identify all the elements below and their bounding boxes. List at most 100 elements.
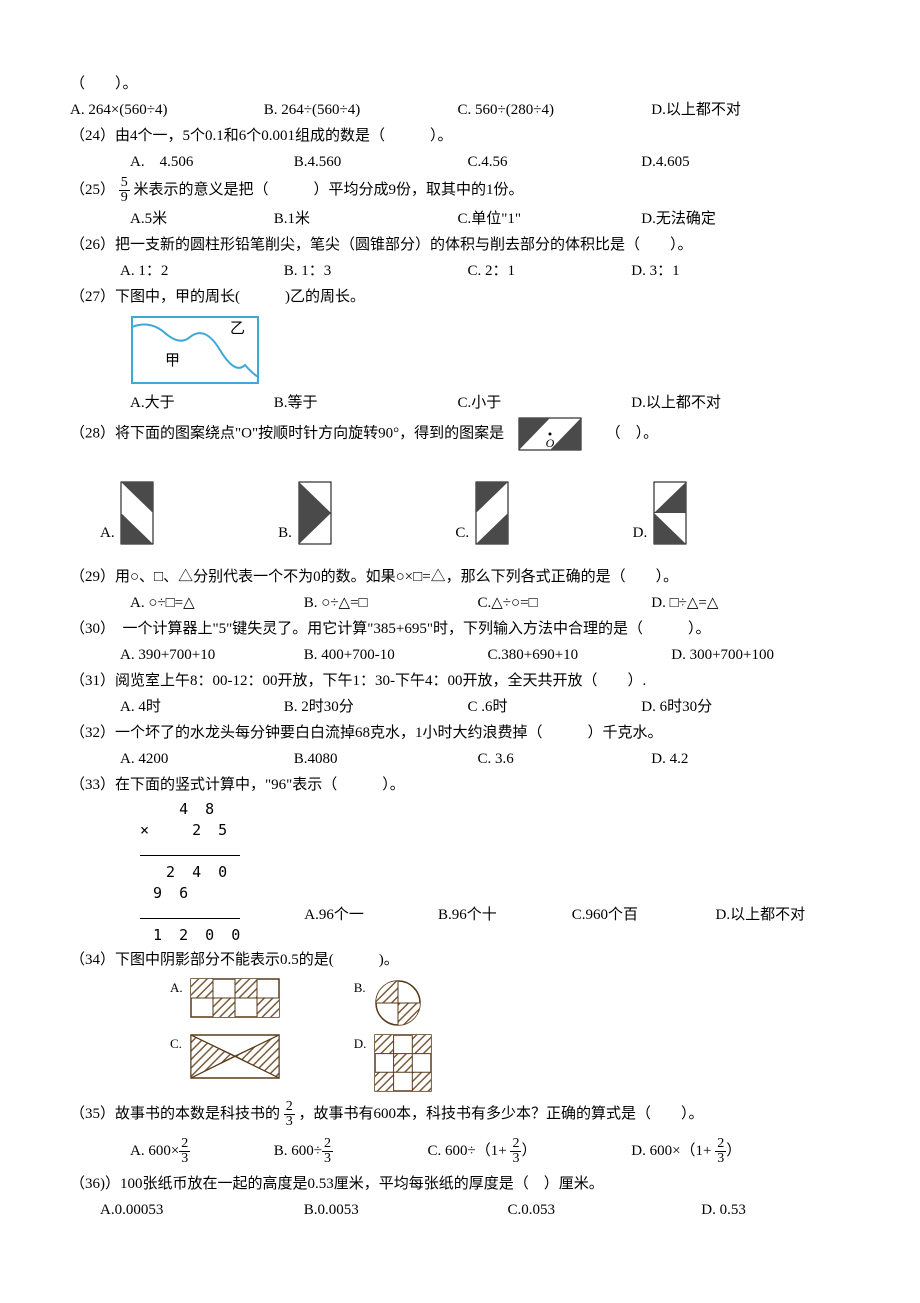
q29-opt-c: C.△÷○=□ — [478, 591, 648, 615]
q35-opt-d: D. 600×（1+ 23） — [631, 1137, 741, 1166]
q33-opt-a: A.96个一 — [304, 905, 434, 926]
q23-opt-c: C. 560÷(280÷4) — [458, 98, 648, 122]
q28-blank: （ ）。 — [606, 425, 659, 441]
q26-options: A. 1：2 B. 1：3 C. 2：1 D. 3：1 — [120, 259, 885, 283]
q35-opt-b: B. 600÷23 — [274, 1137, 424, 1166]
q34-opt-b-label: B. — [354, 980, 366, 995]
q25-opt-d: D.无法确定 — [641, 207, 716, 231]
q35-opt-c-suffix: ） — [521, 1143, 536, 1159]
q30-opt-b: B. 400+700-10 — [304, 643, 484, 667]
q28-original-icon: O — [518, 417, 582, 451]
q33-options: A.96个一 B.96个十 C.960个百 D.以上都不对 — [304, 905, 805, 926]
q32-opt-b: B.4080 — [294, 747, 474, 771]
q33-row2: × 2 5 — [140, 820, 885, 841]
q32-opt-a: A. 4200 — [120, 747, 290, 771]
q28-opt-b-label: B. — [278, 525, 292, 541]
q28-opt-a: A. — [100, 481, 154, 545]
q34-opt-d-icon — [374, 1034, 432, 1092]
q25-frac-num: 5 — [119, 176, 130, 191]
q23-opt-b: B. 264÷(560÷4) — [264, 98, 454, 122]
q24-options: A. 4.506 B.4.560 C.4.56 D.4.605 — [130, 150, 885, 174]
q24-opt-a: A. 4.506 — [130, 150, 290, 174]
q25-text: （25） 5 9 米表示的意义是把（ ）平均分成9份，取其中的1份。 — [70, 176, 885, 205]
q28-opt-a-label: A. — [100, 525, 115, 541]
q35-text: （35）故事书的本数是科技书的 2 3 ，故事书有600本，科技书有多少本？正确… — [70, 1100, 885, 1129]
q35-a-num: 2 — [179, 1137, 190, 1152]
q28-opt-d-label: D. — [633, 525, 648, 541]
q27-diagram: 乙 甲 — [130, 315, 260, 385]
q25-opt-a: A.5米 — [130, 207, 270, 231]
q28-point-o-label: O — [546, 436, 555, 450]
q34-opt-b-icon — [373, 978, 423, 1028]
q35-opt-d-prefix: D. 600×（1+ — [631, 1143, 715, 1159]
q25-prefix: （25） — [70, 182, 115, 198]
q31-opt-d: D. 6时30分 — [641, 695, 712, 719]
q30-opt-d: D. 300+700+100 — [671, 643, 774, 667]
q26-opt-c: C. 2：1 — [468, 259, 628, 283]
q27-opt-b: B.等于 — [274, 391, 454, 415]
q36-options: A.0.00053 B.0.0053 C.0.053 D. 0.53 — [100, 1198, 885, 1222]
q31-opt-a: A. 4时 — [120, 695, 280, 719]
q28-opt-c-label: C. — [455, 525, 469, 541]
q33-line1 — [140, 855, 240, 856]
q34-opt-c-label: C. — [170, 1036, 182, 1051]
q29-opt-a: A. ○÷□=△ — [130, 591, 300, 615]
q26-opt-a: A. 1：2 — [120, 259, 280, 283]
q33-row4: 9 6 — [140, 883, 885, 904]
q35-opt-a: A. 600×23 — [130, 1137, 270, 1166]
q35-options: A. 600×23 B. 600÷23 C. 600÷（1+ 23） D. 60… — [130, 1137, 885, 1166]
q23-opt-a: A. 264×(560÷4) — [70, 98, 260, 122]
q31-text: （31）阅览室上午8：00-12：00开放，下午1：30-下午4：00开放，全天… — [70, 669, 885, 693]
q25-options: A.5米 B.1米 C.单位"1" D.无法确定 — [130, 207, 885, 231]
q36-text: （36)）100张纸币放在一起的高度是0.53厘米，平均每张纸的厚度是（ ）厘米… — [70, 1172, 885, 1196]
q28-opt-c: C. — [455, 481, 509, 545]
q34-opt-c: C. — [170, 1034, 350, 1079]
q35-frac-num: 2 — [284, 1100, 295, 1115]
q28-opt-c-icon — [475, 481, 509, 545]
q34-opt-b: B. — [354, 978, 534, 1028]
q35-opt-a-prefix: A. 600× — [130, 1143, 179, 1159]
q35-opt-c-prefix: C. 600÷（1+ — [428, 1143, 511, 1159]
q33-line2 — [140, 918, 240, 919]
q27-opt-a: A.大于 — [130, 391, 270, 415]
q36-opt-d: D. 0.53 — [701, 1198, 746, 1222]
q28-opt-a-icon — [120, 481, 154, 545]
q29-options: A. ○÷□=△ B. ○÷△=□ C.△÷○=□ D. □÷△=△ — [130, 591, 885, 615]
q36-opt-b: B.0.0053 — [304, 1198, 504, 1222]
q35-d-den: 3 — [715, 1152, 726, 1166]
q30-opt-c: C.380+690+10 — [488, 643, 668, 667]
q34-opt-d-label: D. — [354, 1036, 367, 1051]
q33-multiplication: 4 8 × 2 5 2 4 0 9 6 1 2 0 0 A.96个一 B.96个… — [140, 799, 885, 946]
q25-opt-c: C.单位"1" — [458, 207, 638, 231]
q24-opt-c: C.4.56 — [468, 150, 638, 174]
q31-options: A. 4时 B. 2时30分 C .6时 D. 6时30分 — [120, 695, 885, 719]
q33-opt-d: D.以上都不对 — [716, 905, 806, 926]
q27-opt-d: D.以上都不对 — [631, 391, 721, 415]
q35-c-num: 2 — [510, 1137, 521, 1152]
q28-opt-b-icon — [298, 481, 332, 545]
q26-opt-d: D. 3：1 — [631, 259, 679, 283]
q31-opt-b: B. 2时30分 — [284, 695, 464, 719]
q34-opt-a-icon — [190, 978, 280, 1018]
q28-opt-d-icon — [653, 481, 687, 545]
q35-fraction: 2 3 — [284, 1100, 295, 1129]
q24-opt-b: B.4.560 — [294, 150, 464, 174]
q28-opt-b: B. — [278, 481, 332, 545]
q35-c-den: 3 — [510, 1152, 521, 1166]
q31-opt-c: C .6时 — [468, 695, 638, 719]
q26-text: （26）把一支新的圆柱形铅笔削尖，笔尖（圆锥部分）的体积与削去部分的体积比是（ … — [70, 233, 885, 257]
q36-opt-c: C.0.053 — [508, 1198, 698, 1222]
q23-options: A. 264×(560÷4) B. 264÷(560÷4) C. 560÷(28… — [70, 98, 885, 122]
q34-text: （34）下图中阴影部分不能表示0.5的是( )。 — [70, 948, 885, 972]
q34-opt-a-label: A. — [170, 980, 183, 995]
q33-opt-b: B.96个十 — [438, 905, 568, 926]
q29-opt-d: D. □÷△=△ — [651, 591, 718, 615]
q32-text: （32）一个坏了的水龙头每分钟要白白流掉68克水，1小时大约浪费掉（ ）千克水。 — [70, 721, 885, 745]
q35-opt-c: C. 600÷（1+ 23） — [428, 1137, 628, 1166]
q34-opt-a: A. — [170, 978, 350, 1018]
q34-options: A. B. C. — [170, 978, 885, 1092]
q35-suffix: ，故事书有600本，科技书有多少本？正确的算式是（ ）。 — [299, 1106, 704, 1122]
q33-opt-c: C.960个百 — [572, 905, 712, 926]
q25-suffix: 米表示的意义是把（ ）平均分成9份，取其中的1份。 — [134, 182, 524, 198]
q36-opt-a: A.0.00053 — [100, 1198, 300, 1222]
